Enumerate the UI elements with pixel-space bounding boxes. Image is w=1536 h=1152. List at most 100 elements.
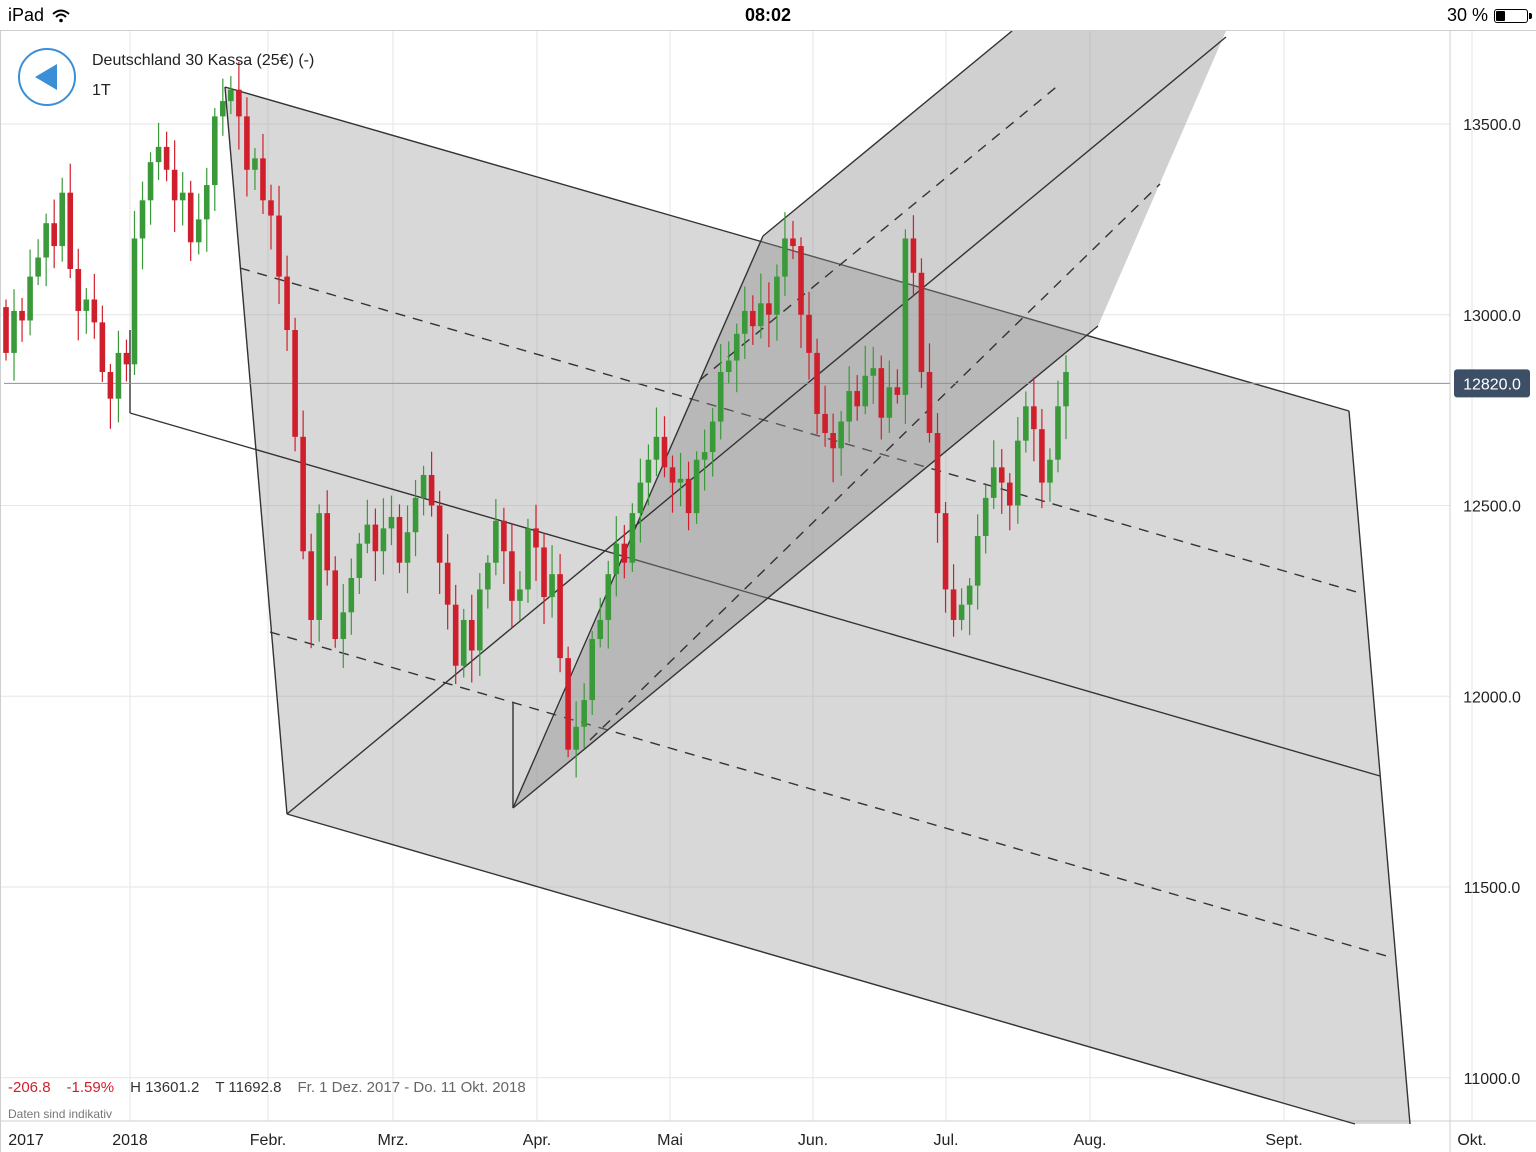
candle: [621, 524, 628, 579]
candle-body: [701, 452, 708, 460]
candle: [910, 215, 917, 296]
candle: [1023, 391, 1029, 453]
candle: [59, 177, 66, 262]
candle: [998, 449, 1005, 514]
candle-body: [260, 158, 266, 201]
chart-stats: -206.8 -1.59% H 13601.2 T 11692.8 Fr. 1 …: [8, 1079, 526, 1096]
candle: [388, 495, 395, 546]
candle: [589, 631, 596, 715]
candle-body: [107, 371, 114, 399]
candle-body: [1023, 406, 1029, 441]
candle-body: [155, 146, 162, 163]
x-tick-label: Jul.: [934, 1132, 959, 1149]
candle-body: [605, 574, 612, 620]
candle: [918, 258, 925, 388]
candle: [902, 229, 909, 424]
candle: [268, 184, 274, 250]
candle: [557, 553, 563, 673]
candle: [1031, 377, 1037, 462]
candle: [573, 701, 579, 778]
candle: [926, 343, 933, 443]
candle-body: [284, 276, 290, 331]
candle-body: [75, 268, 82, 311]
candle: [404, 505, 411, 594]
pitchfork-up-area: [513, 31, 1226, 808]
pitchfork-down-lower: [286, 813, 1356, 1125]
candle-body: [541, 547, 547, 598]
candle: [332, 556, 339, 648]
price-chart[interactable]: 13500.0 13000.0 12500.0 12000.0 11500.0 11000…: [0, 31, 1536, 1152]
candle-body: [380, 528, 387, 552]
candle: [228, 75, 234, 115]
candle: [35, 239, 41, 285]
y-tick-label: 13000.0: [1463, 308, 1521, 325]
candle: [139, 181, 146, 270]
candle-body: [798, 246, 804, 315]
candle-body: [324, 513, 331, 571]
candle-body: [830, 433, 836, 449]
candle: [300, 410, 306, 560]
pitchfork-down-upper-mid: [239, 267, 1361, 594]
candle: [51, 199, 57, 269]
candle-body: [460, 619, 467, 666]
candle-body: [252, 158, 258, 170]
candle-body: [645, 459, 652, 483]
candle: [581, 683, 587, 749]
candle: [260, 133, 266, 215]
candle-body: [693, 459, 700, 514]
candle-body: [685, 478, 692, 514]
candle: [605, 560, 612, 649]
candle: [195, 193, 202, 255]
candle-body: [372, 524, 379, 552]
pitchfork-up-median: [286, 36, 1227, 815]
candle: [444, 534, 451, 630]
pitchfork-down-median: [129, 412, 1381, 777]
candle-body: [1063, 371, 1069, 407]
candle-body: [203, 185, 210, 220]
candle: [822, 385, 828, 447]
candle: [107, 363, 114, 429]
candle: [637, 458, 644, 543]
candle: [798, 237, 804, 348]
candle: [1039, 408, 1045, 509]
candle-body: [790, 238, 796, 247]
candle-body: [276, 215, 282, 277]
candle-body: [1015, 440, 1021, 506]
candle: [517, 571, 523, 621]
clock: 08:02: [744, 5, 792, 25]
current-price-badge: 12820.0: [1454, 369, 1530, 398]
pitchfork-up-upper-mid: [699, 83, 1061, 381]
candle-body: [1031, 406, 1037, 430]
candle-body: [1039, 429, 1045, 483]
candle: [364, 499, 371, 554]
y-axis: 13500.0 13000.0 12500.0 12000.0 11500.0 11000…: [1463, 117, 1521, 1088]
pitchfork-up-lower: [512, 325, 1099, 809]
candle-body: [83, 299, 90, 311]
candle: [966, 577, 973, 636]
candle: [131, 210, 138, 376]
candle-body: [364, 524, 371, 544]
candle-body: [115, 352, 122, 399]
device-name: iPad: [8, 5, 45, 25]
back-button[interactable]: [18, 48, 76, 106]
candle: [942, 502, 949, 613]
candle-body: [774, 276, 780, 315]
candle-body: [195, 219, 202, 243]
candle: [476, 573, 483, 677]
battery-icon: [1494, 8, 1532, 23]
candle: [758, 273, 764, 339]
candle: [958, 588, 965, 631]
candle-body: [782, 238, 788, 277]
candle: [436, 491, 443, 595]
battery-percent: 30 %: [1446, 5, 1488, 25]
candle-body: [268, 200, 274, 216]
candle: [43, 213, 49, 287]
candle-body: [356, 543, 363, 578]
timeframe-label[interactable]: 1T: [92, 82, 111, 99]
instrument-title[interactable]: Deutschland 30 Kassa (25€) (-): [92, 52, 315, 69]
y-tick-label: 11000.0: [1464, 1071, 1521, 1088]
candle-body: [677, 478, 684, 483]
candle: [814, 338, 820, 435]
y-tick-label: 11500.0: [1464, 880, 1521, 897]
candle-body: [452, 604, 459, 666]
